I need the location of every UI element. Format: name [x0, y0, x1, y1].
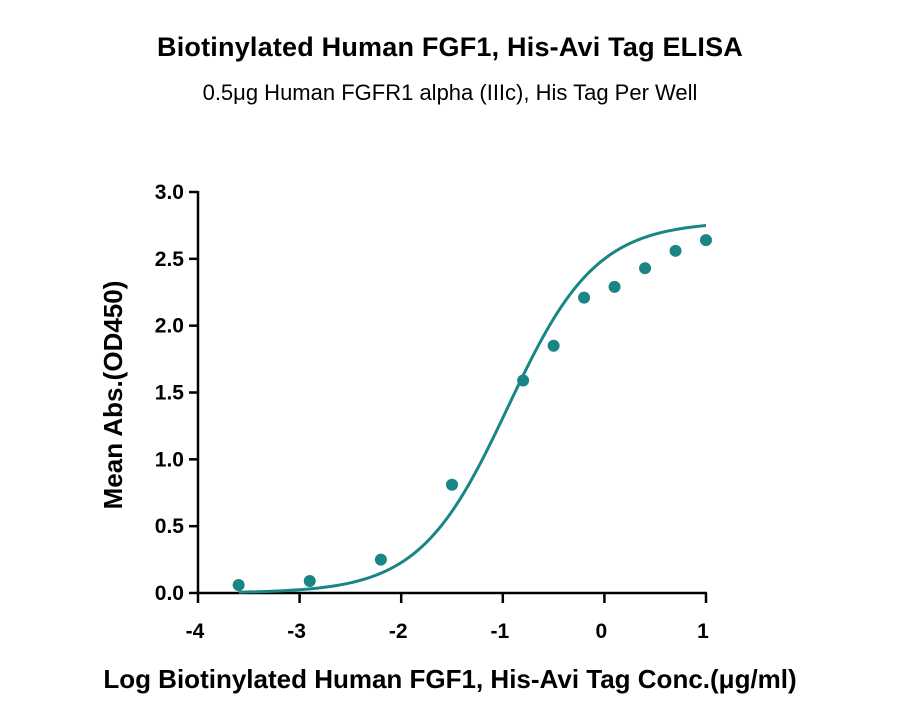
x-tick-label: -3	[287, 620, 306, 643]
data-point	[547, 339, 560, 352]
x-tick-label: -2	[389, 620, 408, 643]
data-point	[446, 478, 458, 491]
y-tick-label: 1.0	[155, 448, 184, 471]
data-point	[232, 578, 245, 591]
y-tick-label: 0.5	[155, 515, 185, 538]
data-point	[517, 374, 530, 387]
chart-title: Biotinylated Human FGF1, His-Avi Tag ELI…	[157, 32, 743, 62]
x-tick-label: 0	[596, 620, 608, 643]
data-points	[232, 234, 712, 591]
data-point	[303, 574, 316, 587]
x-tick-label: 1	[697, 620, 709, 643]
x-tick-label: -1	[490, 620, 509, 643]
data-point	[669, 244, 682, 257]
y-tick-label: 2.0	[155, 315, 184, 338]
y-tick-label: 0.0	[155, 582, 184, 605]
x-tick-label: -4	[186, 620, 205, 643]
x-ticks: -4 -3 -2 -1 0 1	[186, 593, 709, 643]
x-axis-title: Log Biotinylated Human FGF1, His-Avi Tag…	[103, 664, 796, 694]
chart-subtitle: 0.5μg Human FGFR1 alpha (IIIc), His Tag …	[202, 80, 698, 105]
y-ticks: 0.0 0.5 1.0 1.5 2.0 2.5 3.0	[155, 181, 198, 605]
axes: 0.0 0.5 1.0 1.5 2.0 2.5 3.0 -4 -3 -2 -1 0 1	[155, 181, 709, 643]
data-point	[578, 291, 591, 304]
y-tick-label: 2.5	[155, 248, 185, 271]
fit-curve	[238, 224, 707, 594]
data-point	[374, 553, 387, 566]
y-tick-label: 3.0	[155, 181, 184, 204]
y-tick-label: 1.5	[155, 382, 185, 405]
data-point	[700, 234, 712, 247]
data-point	[608, 280, 621, 293]
y-axis-title: Mean Abs.(OD450)	[98, 281, 128, 510]
data-point	[639, 262, 652, 275]
